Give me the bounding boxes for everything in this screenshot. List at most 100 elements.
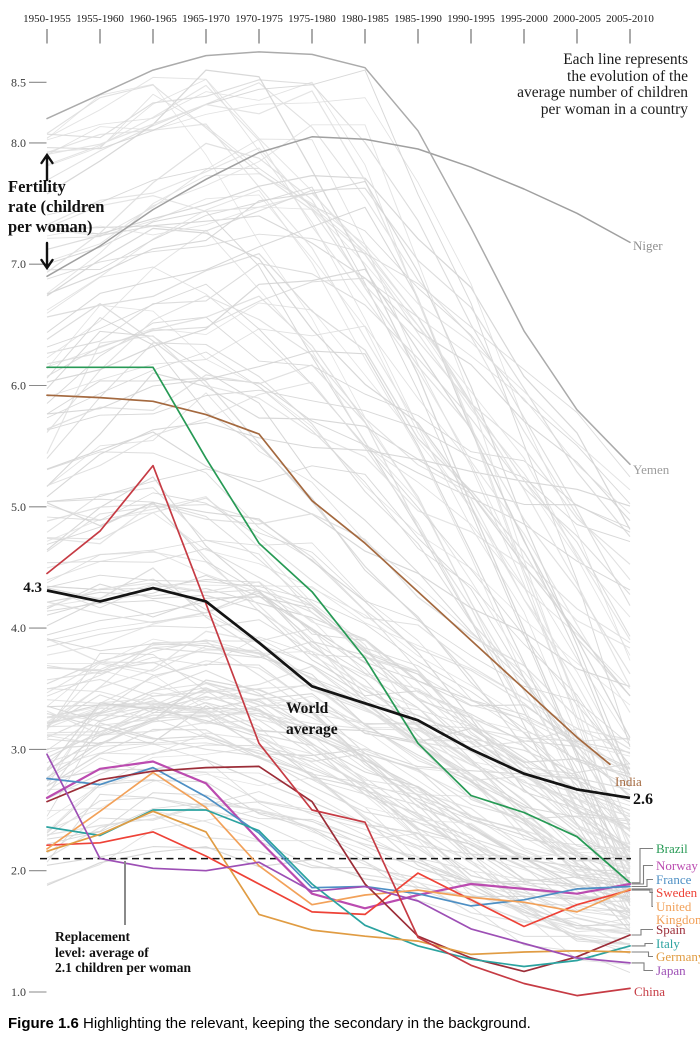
- background-country-line: [46, 389, 631, 543]
- series-label-sweden: Sweden: [656, 885, 698, 900]
- background-country-line: [46, 93, 631, 515]
- x-tick-label: 2000-2005: [553, 13, 601, 25]
- label-leader-sweden: [631, 889, 653, 894]
- background-country-line: [46, 206, 631, 786]
- series-label-norway: Norway: [656, 858, 698, 873]
- series-line-japan: [46, 753, 631, 964]
- replacement-note-line: Replacement: [55, 929, 130, 944]
- background-country-line: [46, 364, 631, 870]
- background-country-line: [46, 697, 631, 867]
- figure-caption-text: Highlighting the relevant, keeping the s…: [78, 1015, 531, 1032]
- x-tick-label: 1985-1990: [394, 13, 442, 25]
- series-label-italy: Italy: [656, 936, 680, 951]
- background-country-line: [46, 638, 631, 757]
- background-country-line: [46, 350, 631, 907]
- background-country-line: [46, 317, 631, 862]
- series-label-yemen: Yemen: [633, 462, 670, 477]
- background-country-line: [46, 497, 631, 755]
- y-axis-title: Fertility rate (children per woman): [8, 177, 104, 237]
- background-country-line: [46, 792, 631, 917]
- background-lines: [46, 69, 631, 974]
- label-leader-italy: [631, 942, 653, 947]
- background-country-line: [46, 702, 631, 862]
- background-country-line: [46, 596, 631, 811]
- series-line-france: [46, 766, 631, 907]
- background-country-line: [46, 421, 631, 533]
- x-tick-label: 1975-1980: [288, 13, 336, 25]
- background-country-line: [46, 728, 631, 945]
- background-country-line: [46, 78, 631, 844]
- label-leader-japan: [631, 962, 653, 972]
- label-leader-united-kingdom: [631, 888, 653, 908]
- series-line-norway: [45, 760, 632, 910]
- background-country-line: [46, 587, 631, 754]
- series-label-united-kingdom: UnitedKingdom: [656, 899, 700, 927]
- background-country-line: [46, 665, 631, 818]
- label-leader-spain: [631, 928, 653, 936]
- world-average-label: World average: [286, 698, 338, 740]
- background-country-line: [46, 639, 631, 821]
- y-tick-label: 4.0: [11, 621, 26, 635]
- label-leader-france: [631, 878, 653, 888]
- y-tick-label: 7.0: [11, 257, 26, 271]
- series-label-spain: Spain: [656, 922, 686, 937]
- background-country-line: [46, 627, 631, 870]
- background-country-line: [46, 76, 631, 618]
- y-tick-label: 2.0: [11, 864, 26, 878]
- world-average-label-line: World: [286, 700, 329, 717]
- x-tick-label: 1965-1970: [182, 13, 230, 25]
- series-label-japan: Japan: [656, 963, 686, 978]
- background-country-line: [46, 84, 631, 713]
- highlighted-series: [45, 51, 632, 997]
- background-country-line: [46, 663, 631, 919]
- y-tick-label: 1.0: [11, 985, 26, 999]
- y-tick-label: 5.0: [11, 500, 26, 514]
- background-country-line: [46, 614, 631, 806]
- series-label-niger: Niger: [633, 238, 663, 253]
- background-country-line: [46, 636, 631, 770]
- background-country-line: [46, 180, 631, 776]
- background-country-line: [46, 774, 631, 859]
- figure-caption: Figure 1.6 Highlighting the relevant, ke…: [8, 1015, 531, 1032]
- figure-caption-number: Figure 1.6: [8, 1015, 79, 1032]
- background-country-line: [46, 578, 631, 803]
- background-country-line: [46, 503, 631, 775]
- background-country-line: [46, 69, 631, 747]
- background-country-line: [46, 737, 631, 929]
- background-country-line: [46, 277, 631, 637]
- world-end-value: 2.6: [633, 791, 653, 808]
- replacement-note-line: 2.1 children per woman: [55, 960, 192, 975]
- y-axis-title-line: rate (children: [8, 197, 105, 216]
- background-country-line: [46, 147, 631, 641]
- background-country-line: [46, 793, 631, 883]
- background-country-line: [46, 539, 631, 838]
- replacement-note-line: level: average of: [55, 944, 149, 960]
- series-label-india: India: [615, 774, 642, 789]
- chart-note-line: average number of children: [517, 84, 688, 101]
- background-country-line: [46, 684, 631, 901]
- background-country-line: [46, 81, 631, 868]
- chart-note-line: Each line represents: [563, 51, 688, 68]
- series-labels: Niger Yemen India Brazil NorwayFranceSwedenU…: [615, 238, 700, 999]
- background-country-line: [46, 574, 631, 787]
- background-country-line: [46, 645, 631, 832]
- background-country-line: [46, 192, 631, 687]
- x-tick-label: 1995-2000: [500, 13, 548, 25]
- background-country-line: [46, 682, 631, 920]
- x-tick-label: 1970-1975: [235, 13, 283, 25]
- background-country-line: [46, 465, 631, 859]
- chart-note-line: the evolution of the: [567, 67, 688, 85]
- background-country-line: [46, 174, 631, 530]
- background-country-line: [46, 502, 631, 887]
- x-tick-label: 1960-1965: [129, 13, 177, 25]
- background-country-line: [46, 206, 631, 656]
- background-country-line: [46, 187, 631, 537]
- background-country-line: [46, 547, 631, 775]
- label-leader-brazil: [631, 847, 653, 884]
- background-country-line: [46, 503, 631, 750]
- down-arrow-icon: [40, 241, 54, 271]
- background-country-line: [46, 142, 631, 675]
- background-country-line: [46, 583, 631, 785]
- background-country-line: [46, 567, 631, 895]
